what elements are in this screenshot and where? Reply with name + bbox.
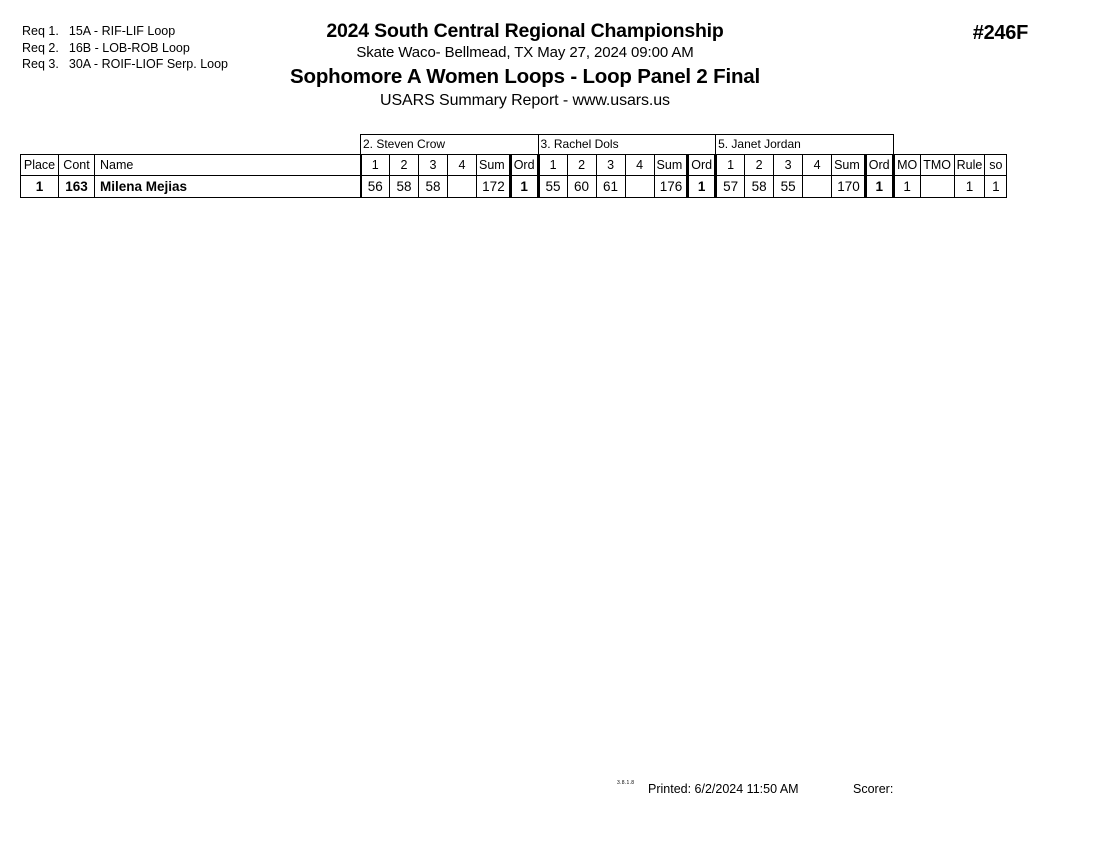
requirement-label: Req (22, 40, 45, 55)
cell-j2-ord: 1 (686, 175, 718, 198)
cell-cont: 163 (58, 175, 95, 198)
requirement-number: 1. (48, 24, 59, 38)
report-source: USARS Summary Report - www.usars.us (380, 92, 670, 109)
page-title: Sophomore A Women Loops - Loop Panel 2 F… (290, 65, 760, 88)
header-so: so (984, 154, 1008, 176)
cell-j1-score-3: 58 (418, 175, 448, 198)
cell-j3-score-3: 55 (773, 175, 804, 198)
cell-j1-ord: 1 (508, 175, 540, 198)
header-j3-sum: Sum (831, 154, 866, 176)
requirement-label: Req (22, 57, 45, 71)
header-j1-score-3: 3 (418, 154, 448, 176)
header-j1-sum: Sum (476, 154, 511, 176)
header-j1-score-4: 4 (447, 154, 477, 176)
header-place: Place (20, 154, 59, 176)
cell-so: 1 (984, 175, 1008, 198)
header-j2-score-3: 3 (595, 154, 626, 176)
report-header: 2024 South Central Regional Championship… (0, 20, 1050, 112)
cell-mo: 1 (892, 175, 921, 198)
cell-j2-score-2: 60 (566, 175, 597, 198)
results-table: 2. Steven Crow 3. Rachel Dols 5. Janet J… (20, 134, 1008, 198)
header-mo: MO (892, 154, 921, 176)
cell-j2-score-3: 61 (595, 175, 626, 198)
header-name: Name (94, 154, 361, 176)
cell-j1-score-2: 58 (389, 175, 419, 198)
results-table-container: 2. Steven Crow 3. Rachel Dols 5. Janet J… (20, 134, 1008, 198)
table-row[interactable]: 1 163 Milena Mejias 56 58 58 172 1 55 60… (20, 175, 1008, 198)
cell-j2-score-4 (624, 175, 655, 198)
column-header-row: Place Cont Name 1 2 3 4 Sum Ord 1 2 3 4 … (20, 154, 1008, 176)
cell-place: 1 (20, 175, 59, 198)
requirement-label: Req (22, 24, 45, 38)
header-tmo: TMO (919, 154, 955, 176)
requirement-item: Req 1. 15A - RIF-LIF Loop (22, 23, 228, 40)
judge-row-spacer (21, 135, 361, 155)
requirement-number: 2. (48, 40, 59, 55)
version-stamp: 3.8.1.8 (617, 780, 635, 786)
header-j3-score-4: 4 (802, 154, 833, 176)
judge-panel-header: 2. Steven Crow (360, 134, 539, 155)
header-j2-score-2: 2 (566, 154, 597, 176)
judge-row-spacer (893, 135, 1007, 155)
cell-rule: 1 (953, 175, 986, 198)
header-j2-score-4: 4 (624, 154, 655, 176)
header-j3-score-2: 2 (744, 154, 775, 176)
venue-line: Skate Waco- Bellmead, TX May 27, 2024 09… (356, 44, 694, 61)
header-j2-score-1: 1 (537, 154, 568, 176)
cell-j2-sum: 176 (653, 175, 689, 198)
event-number-badge: #246F (972, 22, 1029, 44)
header-rule: Rule (953, 154, 986, 176)
cell-j1-score-4 (447, 175, 477, 198)
requirement-text: 16B - LOB-ROB Loop (68, 40, 190, 55)
header-j1-ord: Ord (508, 154, 540, 176)
cell-j3-score-2: 58 (744, 175, 775, 198)
judge-header-row: 2. Steven Crow 3. Rachel Dols 5. Janet J… (21, 134, 1007, 155)
judge-panel-header: 5. Janet Jordan (715, 134, 894, 155)
header-j3-score-3: 3 (773, 154, 804, 176)
header-j1-score-1: 1 (359, 154, 390, 176)
cell-j3-ord: 1 (863, 175, 895, 198)
header-j2-sum: Sum (653, 154, 689, 176)
requirement-text: 30A - ROIF-LIOF Serp. Loop (68, 57, 229, 71)
cell-tmo (919, 175, 955, 198)
event-title: 2024 South Central Regional Championship (326, 20, 724, 42)
header-cont: Cont (58, 154, 95, 176)
requirement-item: Req 3. 30A - ROIF-LIOF Serp. Loop (22, 56, 228, 73)
cell-j1-score-1: 56 (359, 175, 390, 198)
cell-name: Milena Mejias (94, 175, 361, 198)
requirement-number: 3. (48, 57, 59, 71)
scorer-label: Scorer: (853, 782, 894, 796)
header-j3-ord: Ord (863, 154, 895, 176)
judge-panel-header: 3. Rachel Dols (537, 134, 717, 155)
requirement-item: Req 2. 16B - LOB-ROB Loop (22, 40, 228, 57)
cell-j1-sum: 172 (476, 175, 511, 198)
header-j1-score-2: 2 (389, 154, 419, 176)
printed-timestamp: Printed: 6/2/2024 11:50 AM (648, 782, 799, 796)
cell-j3-sum: 170 (831, 175, 866, 198)
cell-j3-score-4 (802, 175, 833, 198)
cell-j2-score-1: 55 (537, 175, 568, 198)
cell-j3-score-1: 57 (715, 175, 746, 198)
header-j2-ord: Ord (686, 154, 718, 176)
header-j3-score-1: 1 (715, 154, 746, 176)
requirements-list: Req 1. 15A - RIF-LIF Loop Req 2. 16B - L… (22, 23, 228, 73)
requirement-text: 15A - RIF-LIF Loop (68, 24, 176, 38)
